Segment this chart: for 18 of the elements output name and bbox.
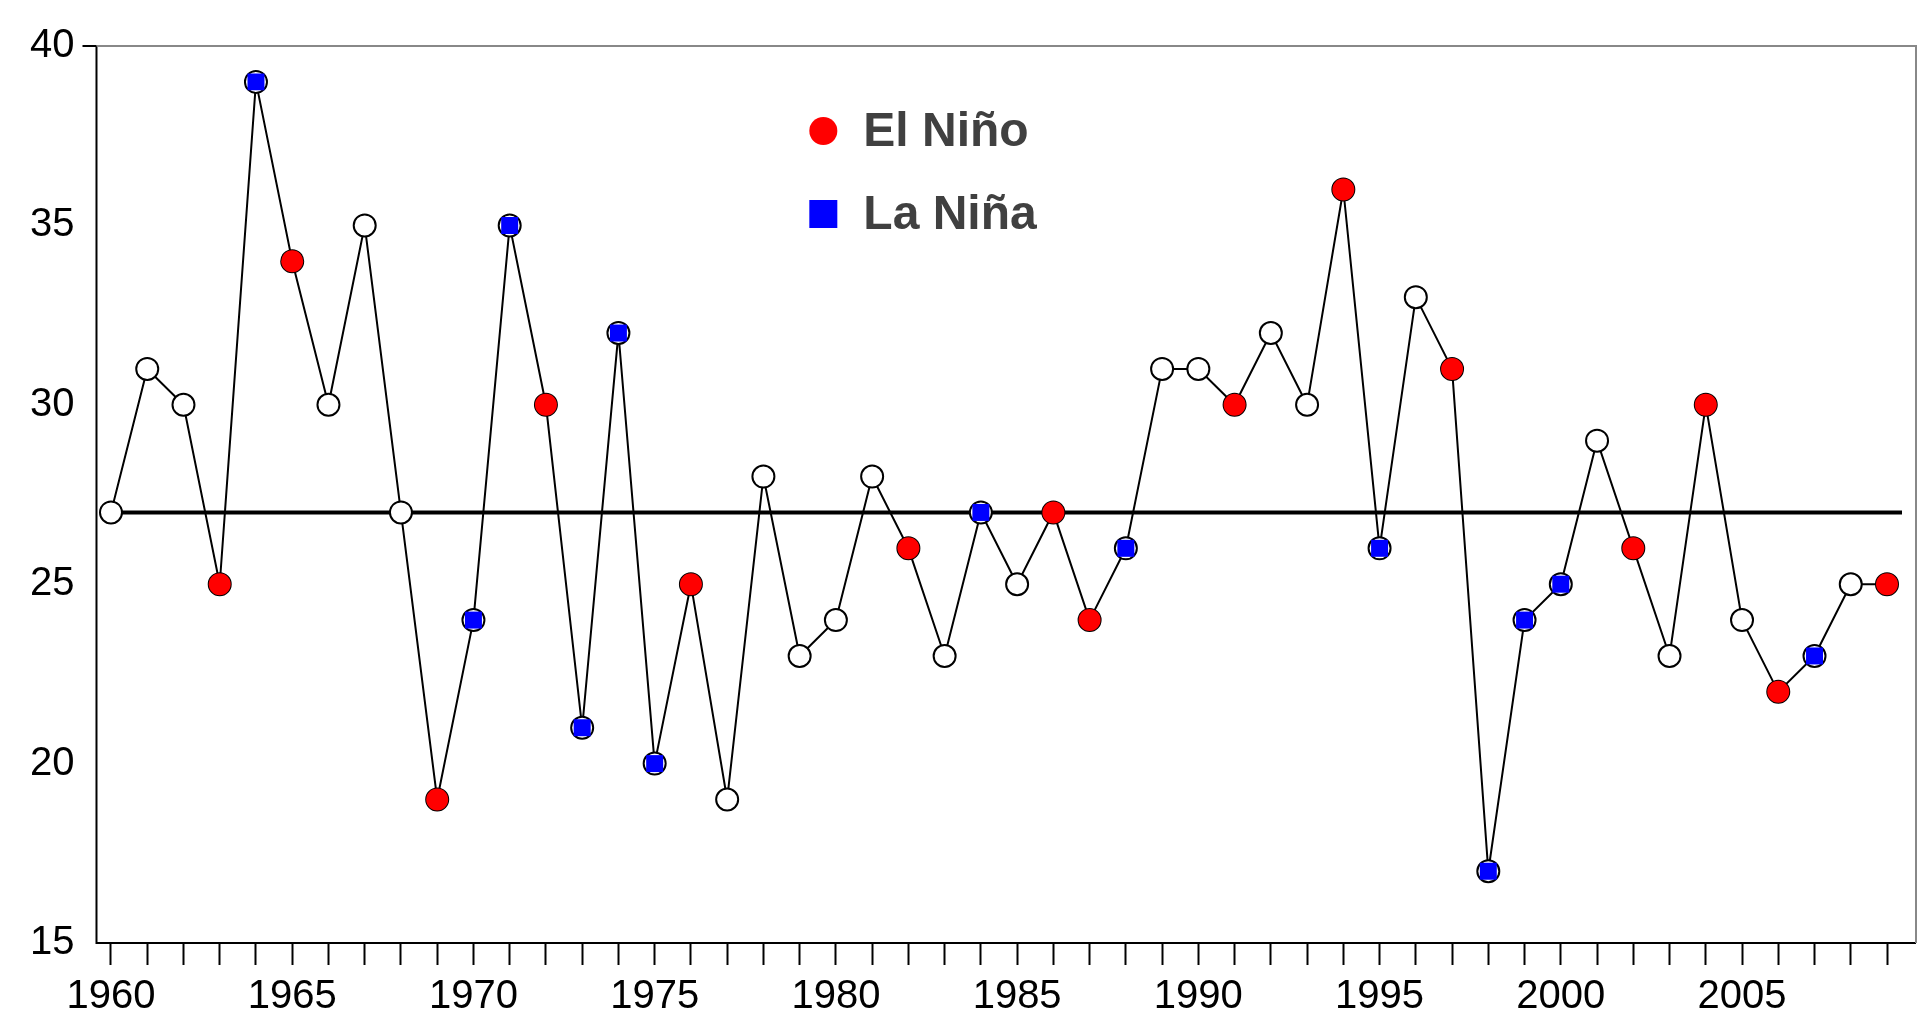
x-tick-label: 1995: [1335, 972, 1425, 1017]
x-tick-label: 1960: [66, 972, 156, 1017]
y-tick-label: 25: [29, 559, 75, 604]
y-tick-label: 20: [29, 738, 75, 783]
y-tick-label: 40: [29, 21, 75, 66]
x-tick-label: 1970: [428, 972, 518, 1017]
legend-label: El Niño: [863, 103, 1029, 157]
x-tick-label: 1965: [247, 972, 337, 1017]
y-tick-label: 30: [29, 379, 75, 424]
x-tick-label: 1985: [972, 972, 1062, 1017]
legend-label: La Niña: [863, 186, 1037, 240]
x-tick-label: 2000: [1516, 972, 1606, 1017]
x-tick-label: 1975: [610, 972, 700, 1017]
x-tick-label: 1990: [1153, 972, 1243, 1017]
x-tick-label: 2005: [1697, 972, 1787, 1017]
x-tick-label: 1980: [791, 972, 881, 1017]
y-tick-label: 35: [29, 200, 75, 245]
y-tick-label: 15: [29, 918, 75, 963]
